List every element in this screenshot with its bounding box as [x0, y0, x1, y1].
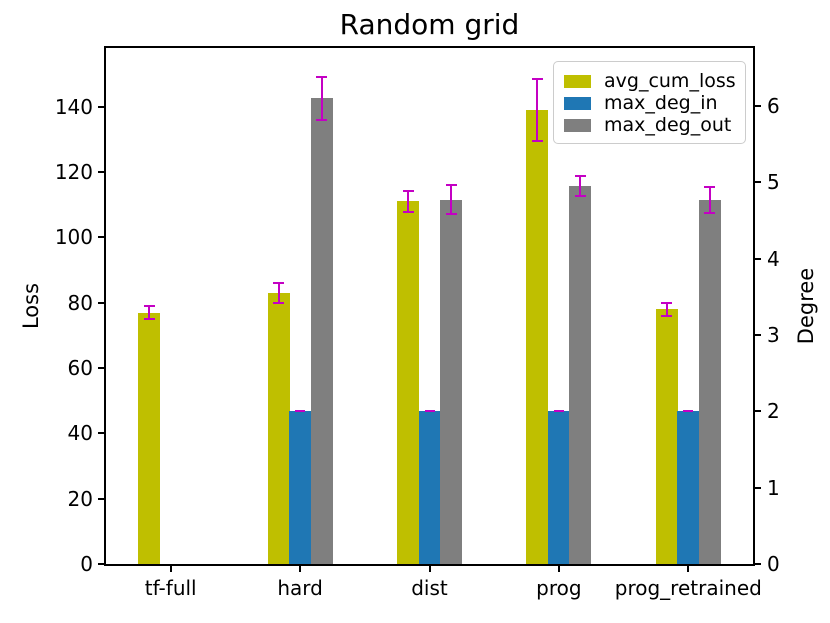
legend-item-avg_cum_loss: avg_cum_loss	[564, 70, 736, 92]
y-axis-left-tick	[98, 171, 104, 174]
legend: avg_cum_loss max_deg_in max_deg_out	[553, 61, 746, 144]
y-axis-right-tick	[755, 181, 761, 184]
y-axis-right-tick	[755, 410, 761, 413]
y-axis-left-tick	[98, 236, 104, 239]
legend-label-avg_cum_loss: avg_cum_loss	[604, 70, 736, 92]
y-axis-left-tick	[98, 105, 104, 108]
errorbar-cap-max_deg_in-dist	[424, 409, 435, 412]
errorbar-cap-bottom	[531, 140, 543, 143]
errorbar-cap-max_deg_in-hard	[295, 409, 306, 412]
y-axis-left-tick	[98, 367, 104, 370]
y-axis-right-tick-label: 4	[767, 246, 780, 271]
x-tick-label-hard: hard	[277, 576, 323, 600]
bar-max_deg_in-dist	[418, 411, 441, 564]
errorbar-cap-top	[402, 189, 414, 192]
y-axis-right-tick	[755, 486, 761, 489]
y-axis-left-tick	[98, 432, 104, 435]
errorbar-cap-top	[531, 78, 543, 81]
x-tick-label-prog: prog	[536, 576, 582, 600]
errorbar-cap-bottom	[143, 318, 155, 321]
legend-swatch-avg_cum_loss	[564, 74, 591, 88]
bar-max_deg_in-prog_retrained	[677, 411, 700, 564]
bar-avg_cum_loss-tf-full	[138, 312, 161, 564]
y-axis-right-tick	[755, 105, 761, 107]
bar-avg_cum_loss-hard	[267, 292, 290, 564]
errorbar-cap-bottom	[316, 118, 328, 121]
y-axis-right-tick-label: 6	[767, 94, 780, 118]
y-axis-left-tick-label: 80	[67, 290, 93, 315]
errorbar-avg_cum_loss-dist	[407, 190, 409, 213]
legend-label-max_deg_out: max_deg_out	[604, 114, 732, 136]
y-axis-left-tick-label: 40	[67, 421, 93, 446]
bar-max_deg_out-dist	[440, 199, 462, 564]
x-axis-tick	[557, 566, 560, 572]
y-axis-left-tick	[98, 497, 104, 500]
y-axis-right-tick-label: 1	[767, 475, 780, 500]
legend-item-max_deg_out: max_deg_out	[564, 114, 735, 136]
bar-max_deg_out-prog	[569, 186, 592, 564]
bar-max_deg_in-prog	[547, 411, 570, 564]
y-axis-left-tick-label: 100	[54, 225, 93, 250]
errorbar-max_deg_out-hard	[320, 77, 323, 120]
errorbar-cap-top	[316, 76, 328, 78]
y-axis-right-tick-label: 3	[767, 323, 780, 347]
y-axis-left-tick-label: 0	[80, 552, 93, 576]
errorbar-cap-bottom	[273, 301, 285, 304]
errorbar-cap-max_deg_in-prog	[553, 409, 564, 412]
y-axis-left-tick-label: 60	[67, 356, 93, 381]
legend-swatch-max_deg_out	[564, 118, 591, 132]
y-axis-left-tick-label: 140	[54, 94, 93, 119]
errorbar-cap-top	[704, 185, 716, 188]
bar-avg_cum_loss-prog_retrained	[655, 309, 678, 564]
errorbar-cap-bottom	[661, 314, 673, 317]
legend-swatch-max_deg_in	[564, 96, 591, 110]
errorbar-cap-bottom	[402, 211, 414, 214]
x-tick-label-dist: dist	[411, 576, 448, 600]
y-axis-right-tick	[755, 257, 761, 260]
legend-item-max_deg_in: max_deg_in	[564, 92, 735, 114]
x-axis-tick	[428, 566, 431, 572]
y-axis-right-tick-label: 0	[767, 552, 780, 576]
x-axis-tick	[299, 566, 302, 572]
errorbar-max_deg_out-prog	[579, 176, 582, 197]
errorbar-cap-top	[445, 184, 457, 187]
y-axis-right-tick-label: 5	[767, 170, 780, 195]
x-tick-label-prog_retrained: prog_retrained	[614, 576, 762, 600]
errorbar-cap-top	[574, 175, 586, 178]
y-axis-right-tick	[755, 563, 761, 565]
chart-title: Random grid	[339, 8, 520, 41]
y-axis-right-tick	[755, 334, 761, 336]
y-axis-right-tick-label: 2	[767, 399, 780, 424]
errorbar-cap-top	[661, 301, 673, 304]
errorbar-avg_cum_loss-prog_retrained	[665, 302, 668, 316]
x-tick-label-tf-full: tf-full	[144, 576, 197, 600]
errorbar-cap-bottom	[704, 211, 716, 214]
errorbar-cap-bottom	[574, 195, 586, 198]
errorbar-max_deg_out-prog_retrained	[708, 186, 711, 213]
errorbar-max_deg_out-dist	[450, 185, 452, 215]
legend-label-max_deg_in: max_deg_in	[604, 92, 718, 114]
x-axis-tick	[169, 566, 172, 572]
y-axis-left-tick	[98, 301, 104, 304]
bar-max_deg_out-hard	[310, 98, 333, 564]
errorbar-cap-top	[143, 305, 155, 307]
x-axis-tick	[687, 566, 690, 572]
y-axis-left-tick	[98, 563, 104, 565]
errorbar-cap-bottom	[445, 213, 457, 216]
errorbar-cap-top	[273, 282, 285, 285]
errorbar-avg_cum_loss-tf-full	[148, 306, 151, 320]
bar-avg_cum_loss-dist	[397, 201, 419, 564]
bar-max_deg_out-prog_retrained	[698, 199, 721, 564]
errorbar-avg_cum_loss-hard	[277, 283, 280, 303]
bar-avg_cum_loss-prog	[526, 110, 549, 564]
bar-max_deg_in-hard	[289, 411, 312, 564]
errorbar-avg_cum_loss-prog	[536, 79, 539, 142]
y-axis-left-tick-label: 20	[67, 486, 93, 511]
y-axis-left-tick-label: 120	[54, 160, 93, 185]
errorbar-cap-max_deg_in-prog_retrained	[683, 409, 694, 412]
